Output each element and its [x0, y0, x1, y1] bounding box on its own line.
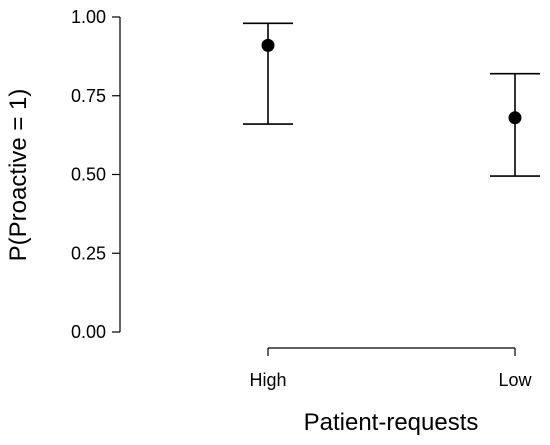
y-tick-label: 0.00 — [71, 322, 106, 342]
y-tick-label: 0.50 — [71, 165, 106, 185]
y-tick-label: 1.00 — [71, 7, 106, 27]
x-axis-title: Patient-requests — [304, 409, 479, 436]
data-point — [508, 111, 522, 125]
data-point — [261, 38, 275, 52]
y-axis-title: P(Proactive = 1) — [5, 89, 32, 262]
y-axis: 0.00 0.25 0.50 0.75 1.00 — [71, 7, 121, 342]
x-tick-label: Low — [498, 370, 532, 390]
x-tick-label: High — [249, 370, 286, 390]
y-tick-label: 0.25 — [71, 243, 106, 263]
y-tick-label: 0.75 — [71, 86, 106, 106]
x-axis: High Low — [249, 347, 533, 390]
chart-marks — [243, 22, 540, 177]
